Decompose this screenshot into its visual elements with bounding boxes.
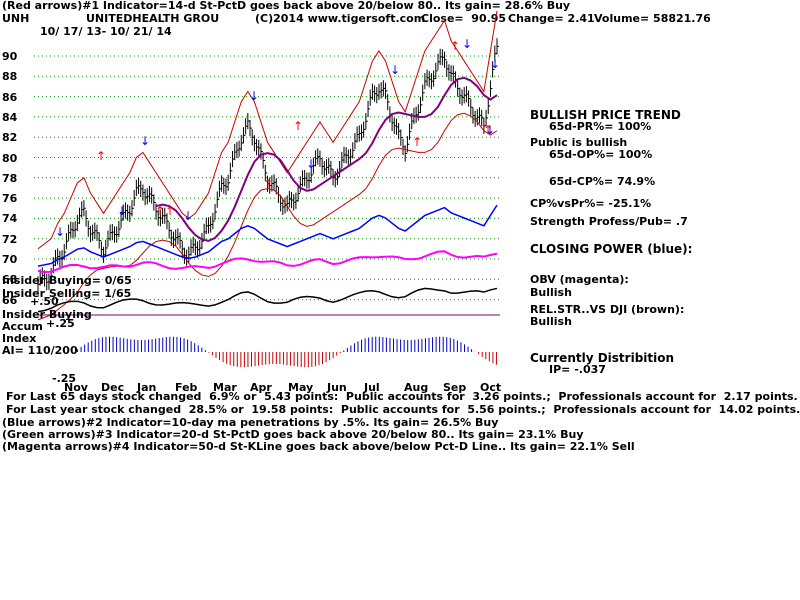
blue-arrow-icon: ↓ (249, 89, 259, 103)
indicator-1-line: (Red arrows)#1 Indicator=14-d St-PctD go… (2, 0, 571, 12)
red-arrow-icon: ↑ (165, 204, 175, 218)
red-arrow-icon: ↑ (450, 39, 460, 53)
red-arrow-icon: ↑ (412, 135, 422, 149)
plus50-label: +.50 (30, 295, 59, 308)
x-tick-label: Mar (213, 381, 237, 394)
y-tick-label: 82 (2, 131, 18, 145)
y-tick-label: 68 (2, 273, 18, 287)
cp-label: 65d-CP%= 74.9% (549, 175, 656, 188)
y-tick-label: 78 (2, 171, 18, 185)
strength-label: Strength Profess/Pub= .7 (530, 215, 688, 228)
footer-line-3: (Blue arrows)#2 Indicator=10-day ma pene… (2, 416, 499, 429)
y-tick-label: 74 (2, 212, 18, 226)
blue-arrow-icon: ↓ (462, 37, 472, 51)
red-arrow-icon: ↑ (96, 149, 106, 163)
blue-arrow-icon: ↓ (55, 225, 65, 239)
public-label: Public is bullish (530, 136, 628, 149)
accum-label: Accum (2, 320, 43, 333)
upper-band (37, 10, 498, 250)
distribution-label: Currently Distribition (530, 351, 675, 365)
relstr-state: Bullish (530, 315, 572, 328)
change-label: Change= 2.41 (508, 12, 595, 25)
ai-label: AI= 110/200 (2, 344, 78, 357)
footer-line-1: For Last 65 days stock changed 6.9% or 5… (6, 390, 798, 403)
closing-power-line (37, 204, 498, 267)
blue-arrow-icon: ↓ (390, 63, 400, 77)
moving-average (155, 76, 498, 242)
y-tick-label: 88 (2, 70, 18, 84)
x-tick-label: Apr (250, 381, 272, 394)
blue-arrow-icon: ↓ (490, 57, 500, 71)
ip-label: IP= -.037 (549, 363, 606, 376)
plus25-label: +.25 (46, 317, 75, 330)
footer-line-4: (Green arrows)#3 Indicator=20-d St-PctD … (2, 428, 584, 441)
cpvspr-label: CP%vsPr%= -25.1% (530, 197, 652, 210)
x-tick-label: Sep (443, 381, 467, 394)
red-arrow-icon: ↑ (263, 177, 273, 191)
closing-power-label: CLOSING POWER (blue): (530, 242, 693, 256)
minus25-label: -.25 (52, 372, 77, 385)
x-tick-label: Dec (101, 381, 125, 394)
x-tick-label: Feb (175, 381, 198, 394)
insider-buying-2-label: Insider Buying (2, 308, 92, 321)
y-tick-label: 86 (2, 90, 18, 104)
copyright-label: (C)2014 www.tigersoft.com (255, 12, 426, 25)
ticker-label: UNH (2, 12, 30, 25)
y-tick-label: 70 (2, 253, 18, 266)
relstr-label: REL.STR..VS DJI (brown): (530, 303, 685, 316)
blue-arrow-icon: ↓ (117, 204, 127, 218)
trend-label: BULLISH PRICE TREND (530, 108, 681, 122)
y-tick-label: 80 (2, 151, 18, 165)
close-label: Close= 90.95 (421, 12, 507, 25)
obv-label: OBV (magenta): (530, 273, 629, 286)
company-label: UNITEDHEALTH GROU (86, 12, 220, 25)
x-tick-label: Aug (404, 381, 429, 394)
insider-selling-label: Insider Selling= 1/65 (2, 287, 132, 300)
blue-arrow-icon: ↓ (306, 157, 316, 171)
blue-arrow-icon: ↓ (183, 209, 193, 223)
red-arrow-icon: ↑ (483, 123, 493, 137)
op-label: 65d-OP%= 100% (549, 148, 653, 161)
x-tick-label: Jul (364, 381, 380, 394)
index-label: Index (2, 332, 37, 345)
x-tick-label: Oct (480, 381, 502, 394)
y-tick-label: 76 (2, 192, 18, 206)
footer-line-2: For Last year stock changed 28.5% or 19.… (6, 403, 800, 416)
x-tick-label: May (288, 381, 314, 394)
lower-band (37, 112, 498, 321)
x-tick-label: Jan (137, 381, 157, 394)
y-tick-label: 90 (2, 50, 18, 63)
y-tick-label: 84 (2, 110, 18, 124)
footer-line-5: (Magenta arrows)#4 Indicator=50-d St-KLi… (2, 440, 635, 453)
red-arrow-icon: ↑ (155, 204, 165, 218)
obv-state: Bullish (530, 286, 572, 299)
x-tick-label: Jun (327, 381, 347, 394)
pr-label: 65d-PR%= 100% (549, 120, 652, 133)
y-tick-label: 66 (2, 293, 18, 307)
date-range-label: 10/ 17/ 13- 10/ 21/ 14 (40, 25, 172, 38)
rel-strength-line (37, 287, 498, 313)
insider-buying-label: Insider Buying= 0/65 (2, 274, 132, 287)
x-tick-label: Nov (64, 381, 88, 394)
volume-label: Volume= 58821.76 (594, 12, 711, 25)
y-tick-label: 72 (2, 232, 18, 246)
blue-arrow-icon: ↓ (140, 134, 150, 148)
blue-arrow-icon: ↓ (485, 123, 495, 137)
red-arrow-icon: ↑ (293, 119, 303, 133)
obv-line (37, 250, 498, 274)
